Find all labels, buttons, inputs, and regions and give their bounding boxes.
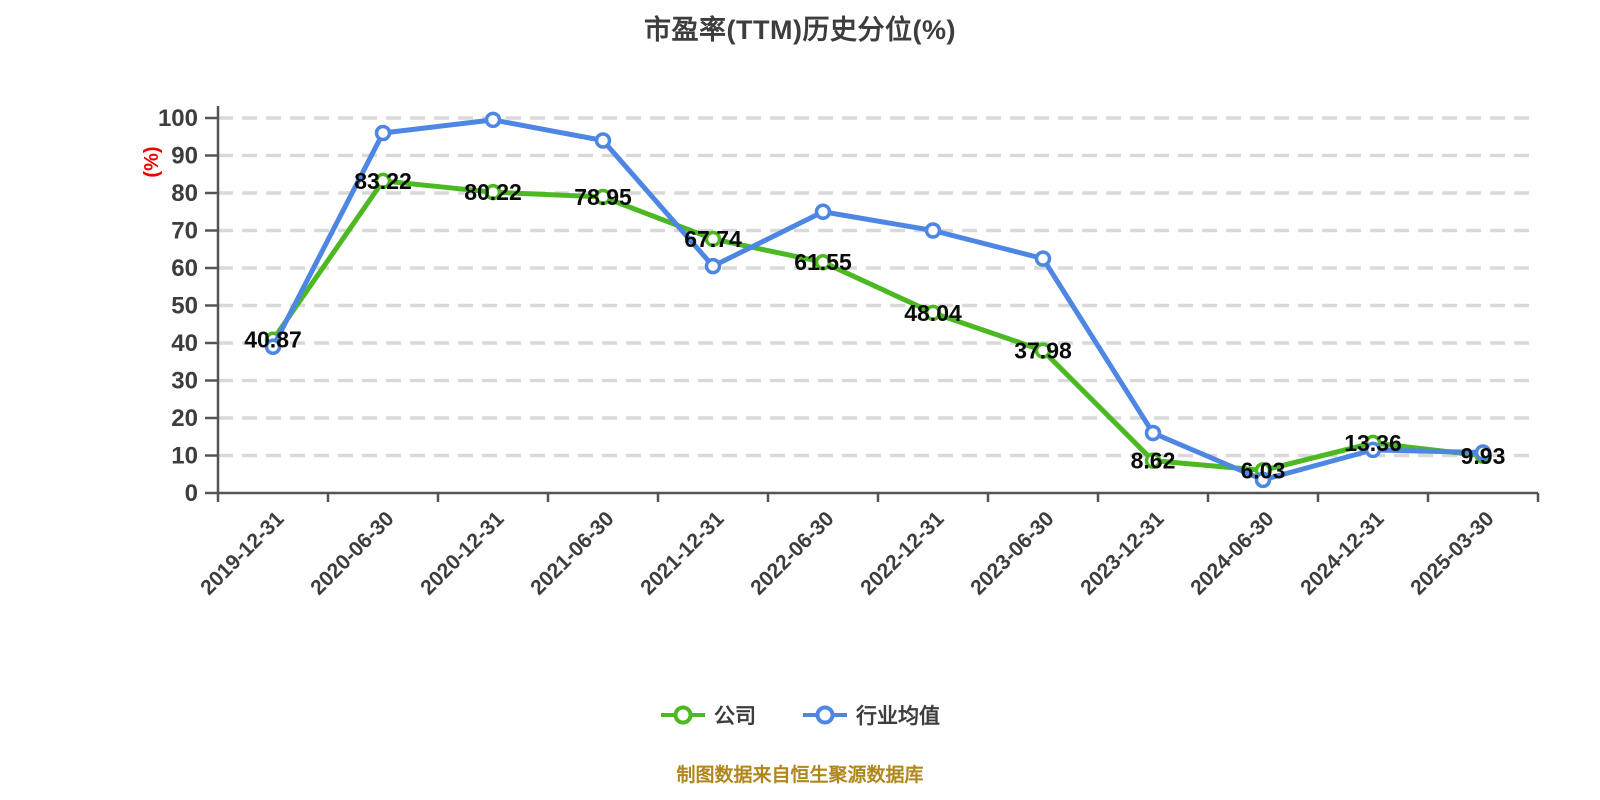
- x-tick-label: 2019-12-31: [196, 507, 288, 599]
- data-point[interactable]: [484, 183, 502, 201]
- data-point-label: 13.36: [1344, 430, 1402, 456]
- series-line-0: [270, 178, 1486, 473]
- data-point[interactable]: [374, 124, 392, 142]
- company-series-marker-icon: [661, 705, 705, 725]
- legend-item-industry-average[interactable]: 行业均值: [802, 700, 940, 730]
- data-point[interactable]: [594, 188, 612, 206]
- x-tick-label: 2020-06-30: [306, 507, 398, 599]
- x-tick-label: 2020-12-31: [416, 507, 508, 599]
- y-tick-label: 50: [171, 293, 198, 320]
- legend-label-industry-average: 行业均值: [856, 705, 940, 728]
- data-point[interactable]: [1144, 424, 1162, 442]
- y-tick-label: 0: [185, 480, 198, 507]
- y-tick-label: 100: [158, 105, 198, 132]
- data-point[interactable]: [704, 257, 722, 275]
- data-point-label: 61.55: [794, 249, 852, 275]
- data-point[interactable]: [1474, 444, 1492, 461]
- y-axis-name: (%): [141, 146, 163, 177]
- y-tick-label: 60: [171, 255, 198, 282]
- data-point[interactable]: [1144, 452, 1162, 469]
- data-point[interactable]: [594, 132, 612, 149]
- x-tick-label: 2025-03-30: [1406, 507, 1498, 599]
- y-tick-label: 10: [171, 443, 198, 470]
- data-point-label: 67.74: [684, 226, 742, 252]
- data-point[interactable]: [1034, 342, 1052, 359]
- data-point-label: 6.03: [1241, 457, 1286, 483]
- data-point-label: 48.04: [904, 300, 962, 326]
- data-point[interactable]: [924, 304, 942, 322]
- data-point[interactable]: [484, 111, 502, 129]
- legend-label-company: 公司: [714, 705, 756, 728]
- x-tick-label: 2022-06-30: [746, 507, 838, 599]
- data-point-label: 37.98: [1014, 338, 1072, 364]
- data-point[interactable]: [1364, 441, 1382, 459]
- y-tick-label: 20: [171, 405, 198, 432]
- x-tick-label: 2021-12-31: [636, 507, 728, 599]
- x-tick-label: 2024-12-31: [1296, 507, 1388, 599]
- x-tick-label: 2023-06-30: [966, 507, 1058, 599]
- chart-title: 市盈率(TTM)历史分位(%): [644, 15, 956, 45]
- data-point[interactable]: [1254, 471, 1272, 489]
- x-tick-label: 2021-06-30: [526, 507, 618, 599]
- data-point[interactable]: [814, 203, 832, 220]
- data-point-label: 8.62: [1131, 448, 1176, 474]
- y-tick-label: 80: [171, 180, 198, 207]
- x-tick-label: 2024-06-30: [1186, 507, 1278, 599]
- y-tick-label: 40: [171, 330, 198, 357]
- y-tick-label: 70: [171, 218, 198, 245]
- data-point-label: 40.87: [244, 327, 302, 353]
- y-tick-label: 90: [171, 143, 198, 170]
- x-tick-label: 2023-12-31: [1076, 507, 1168, 599]
- data-point-label: 80.22: [464, 179, 522, 205]
- data-point[interactable]: [924, 222, 942, 239]
- data-point-label: 78.95: [574, 184, 632, 210]
- data-point-label: 83.22: [354, 168, 412, 194]
- y-tick-label: 30: [171, 368, 198, 395]
- series-line-1: [270, 117, 1486, 483]
- data-source-note: 制图数据来自恒生聚源数据库: [676, 765, 924, 786]
- industry-average-series-marker-icon: [803, 705, 847, 725]
- legend-item-company[interactable]: 公司: [660, 700, 756, 730]
- data-point[interactable]: [374, 172, 392, 190]
- data-point[interactable]: [704, 230, 722, 248]
- data-point[interactable]: [814, 253, 832, 271]
- data-point[interactable]: [1034, 250, 1052, 267]
- x-tick-label: 2022-12-31: [856, 507, 948, 599]
- chart-legend: 公司 行业均值: [0, 700, 1600, 730]
- data-point[interactable]: [264, 338, 282, 355]
- data-point-label: 9.93: [1461, 443, 1506, 469]
